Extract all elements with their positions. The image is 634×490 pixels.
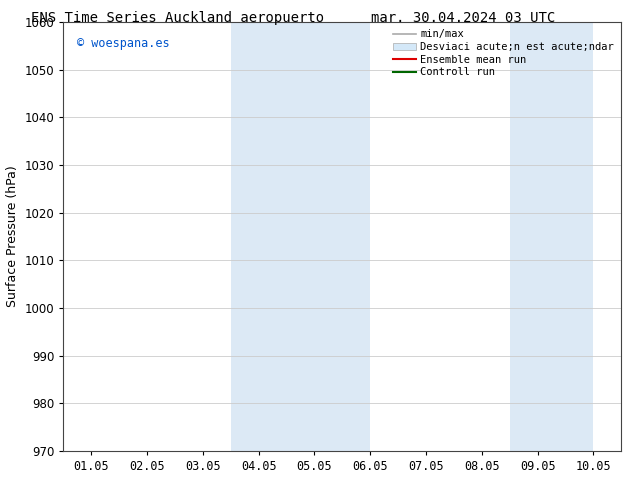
Legend: min/max, Desviaci acute;n est acute;ndar, Ensemble mean run, Controll run: min/max, Desviaci acute;n est acute;ndar… (391, 27, 616, 79)
Text: mar. 30.04.2024 03 UTC: mar. 30.04.2024 03 UTC (371, 11, 555, 25)
Bar (510, 22, 593, 451)
Text: © woespana.es: © woespana.es (77, 37, 170, 50)
Text: ENS Time Series Auckland aeropuerto: ENS Time Series Auckland aeropuerto (31, 11, 324, 25)
Bar (231, 22, 370, 451)
Y-axis label: Surface Pressure (hPa): Surface Pressure (hPa) (6, 166, 19, 307)
